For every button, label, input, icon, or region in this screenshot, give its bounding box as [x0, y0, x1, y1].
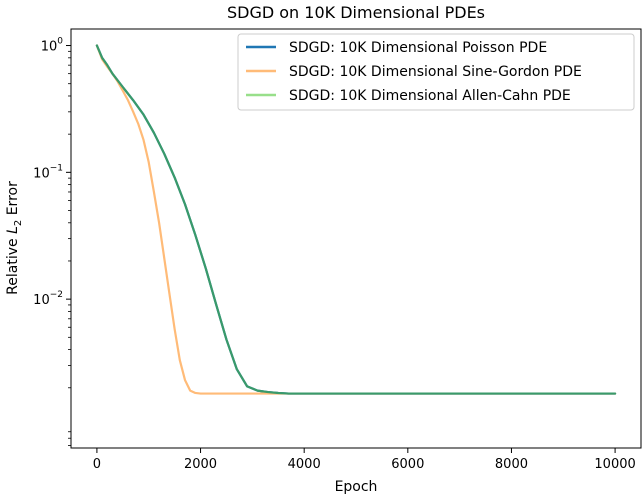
y-tick-label: 100 — [41, 37, 64, 55]
x-tick-label: 4000 — [288, 457, 321, 472]
y-tick-label: 10−1 — [33, 163, 63, 181]
y-tick-label: 10−2 — [33, 290, 63, 308]
y-axis-label-sub: 2 — [13, 220, 24, 226]
y-axis-label-var: L — [5, 226, 21, 234]
x-tick-label: 6000 — [391, 457, 424, 472]
x-axis: 0 2000 4000 6000 8000 10000 — [93, 448, 636, 472]
chart-title: SDGD on 10K Dimensional PDEs — [227, 3, 485, 22]
y-axis-label-main: Relative — [5, 234, 21, 295]
series-layer — [95, 44, 617, 395]
legend: SDGD: 10K Dimensional Poisson PDE SDGD: … — [237, 33, 635, 111]
x-tick-label: 10000 — [594, 457, 635, 472]
legend-box — [237, 33, 635, 111]
y-axis: 100 10−1 10−2 — [33, 37, 71, 446]
y-axis-label-tail: Error — [5, 181, 21, 220]
legend-label-allen-cahn: SDGD: 10K Dimensional Allen-Cahn PDE — [289, 88, 571, 104]
x-tick-label: 8000 — [495, 457, 528, 472]
x-tick-label: 2000 — [184, 457, 217, 472]
legend-label-poisson: SDGD: 10K Dimensional Poisson PDE — [289, 40, 547, 56]
legend-label-sine-gordon: SDGD: 10K Dimensional Sine-Gordon PDE — [289, 64, 582, 80]
x-tick-label: 0 — [93, 457, 101, 472]
x-axis-label: Epoch — [335, 479, 378, 495]
series-line-allen-cahn — [95, 44, 617, 395]
y-axis-label: Relative L2 Error — [5, 181, 24, 295]
